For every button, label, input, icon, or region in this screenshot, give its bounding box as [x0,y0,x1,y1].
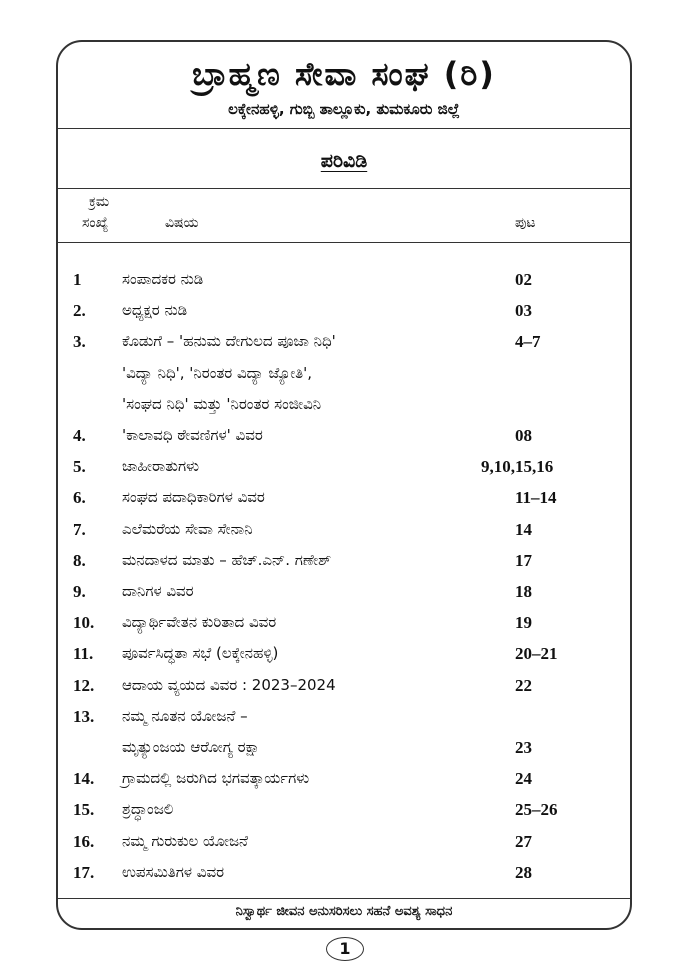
item-page: 11–14 [515,488,557,508]
item-subject: ಕೊಡುಗೆ – 'ಹನುಮ ದೇಗುಲದ ಪೂಜಾ ನಿಧಿ' [122,332,336,351]
item-number: 6. [73,488,86,508]
serial-header-line1: ಕ್ರಮ [89,194,110,210]
contents-heading: ಪರಿವಿಡಿ [56,150,632,172]
item-subject: ದಾನಿಗಳ ವಿವರ [122,582,194,600]
item-subject: ಮನದಾಳದ ಮಾತು – ಹೆಚ್.ಎನ್. ಗಣೇಶ್ [122,550,332,569]
item-number: 12. [73,675,95,695]
item-page: 20–21 [515,644,558,664]
footer-motto: ನಿಸ್ವಾರ್ಥ ಜೀವನ ಅನುಸರಿಸಲು ಸಹನೆ ಅವಶ್ಯ ಸಾಧನ [235,904,453,919]
item-page: 27 [515,831,532,851]
item-subject: 'ಸಂಘದ ನಿಧಿ' ಮತ್ತು 'ನಿರಂತರ ಸಂಜೀವಿನಿ [122,394,322,413]
item-subject: 'ಕಾಲಾವಧಿ ಠೇವಣಿಗಳ' ವಿವರ [122,426,263,444]
item-page: 4–7 [515,332,541,352]
item-subject: ಆದಾಯ ವ್ಯಯದ ವಿವರ : 2023–2024 [122,675,336,694]
item-page: 25–26 [515,800,558,820]
item-page: 08 [515,426,532,445]
item-page: 14 [515,519,532,539]
item-page: 02 [515,270,532,289]
item-number: 16. [73,831,95,851]
item-page: 9,10,15,16 [481,457,554,477]
item-subject: 'ವಿದ್ಯಾ ನಿಧಿ', 'ನಿರಂತರ ವಿದ್ಯಾ ಜ್ಯೋತಿ', [122,363,312,382]
item-subject: ಪೂರ್ವಸಿದ್ಧತಾ ಸಭೆ (ಲಕ್ಕೇನಹಳ್ಳಿ) [122,644,279,663]
item-subject: ನಮ್ಮ ನೂತನ ಯೋಜನೆ – [122,706,248,725]
item-number: 17. [73,862,95,882]
item-number: 10. [73,613,95,633]
item-subject: ಎಲೆಮರೆಯ ಸೇವಾ ಸೇನಾನಿ [122,519,253,538]
organization-address: ಲಕ್ಕೇನಹಳ್ಳಿ, ಗುಬ್ಬಿ ತಾಲ್ಲೂಕು, ತುಮಕೂರು ಜಿ… [228,100,460,118]
item-subject: ಉಪಸಮಿತಿಗಳ ವಿವರ [122,862,225,881]
item-number: 8. [73,550,86,570]
item-page: 17 [515,550,532,570]
subject-header: ವಿಷಯ [165,215,199,231]
divider [56,242,632,243]
item-number: 13. [73,706,95,726]
item-subject: ಮೃತ್ಯುಂಜಯ ಆರೋಗ್ಯ ರಕ್ಷಾ [122,738,260,756]
item-subject: ಶ್ರದ್ಧಾಂಜಲಿ [122,800,174,819]
divider [56,898,632,899]
item-page: 18 [515,582,532,601]
divider [56,128,632,129]
item-number: 5. [73,457,86,477]
item-page: 22 [515,675,532,695]
item-subject: ಗ್ರಾಮದಲ್ಲಿ ಜರುಗಿದ ಭಗವತ್ಕಾರ್ಯಗಳು [122,769,310,788]
contents-heading-text: ಪರಿವಿಡಿ [320,150,368,172]
item-number: 14. [73,769,95,789]
item-subject: ವಿದ್ಯಾರ್ಥಿವೇತನ ಕುರಿತಾದ ವಿವರ [122,613,277,632]
page-header: ಪುಟ [515,215,536,231]
item-subject: ಅಧ್ಯಕ್ಷರ ನುಡಿ [122,301,188,320]
item-number: 9. [73,582,86,601]
item-page: 19 [515,613,532,633]
divider [56,188,632,189]
item-page: 24 [515,769,532,789]
item-number: 1 [73,270,82,289]
item-page: 23 [515,738,532,757]
item-subject: ಸಂಪಾದಕರ ನುಡಿ [122,270,204,288]
item-number: 15. [73,800,95,820]
page-number: 1 [326,937,364,961]
item-page: 03 [515,301,532,321]
item-number: 7. [73,519,86,539]
serial-header-line2: ಸಂಖ್ಯೆ [82,215,109,231]
item-number: 2. [73,301,86,321]
item-subject: ಜಾಹೀರಾತುಗಳು [122,457,199,476]
item-page: 28 [515,862,532,882]
item-number: 3. [73,332,86,352]
organization-title: ಬ್ರಾಹ್ಮಣ ಸೇವಾ ಸಂಘ (ರಿ) [192,55,496,93]
item-subject: ಸಂಘದ ಪದಾಧಿಕಾರಿಗಳ ವಿವರ [122,488,265,507]
item-number: 4. [73,426,86,445]
page-border [56,40,632,930]
item-number: 11. [73,644,94,664]
item-subject: ನಮ್ಮ ಗುರುಕುಲ ಯೋಜನೆ [122,831,248,850]
